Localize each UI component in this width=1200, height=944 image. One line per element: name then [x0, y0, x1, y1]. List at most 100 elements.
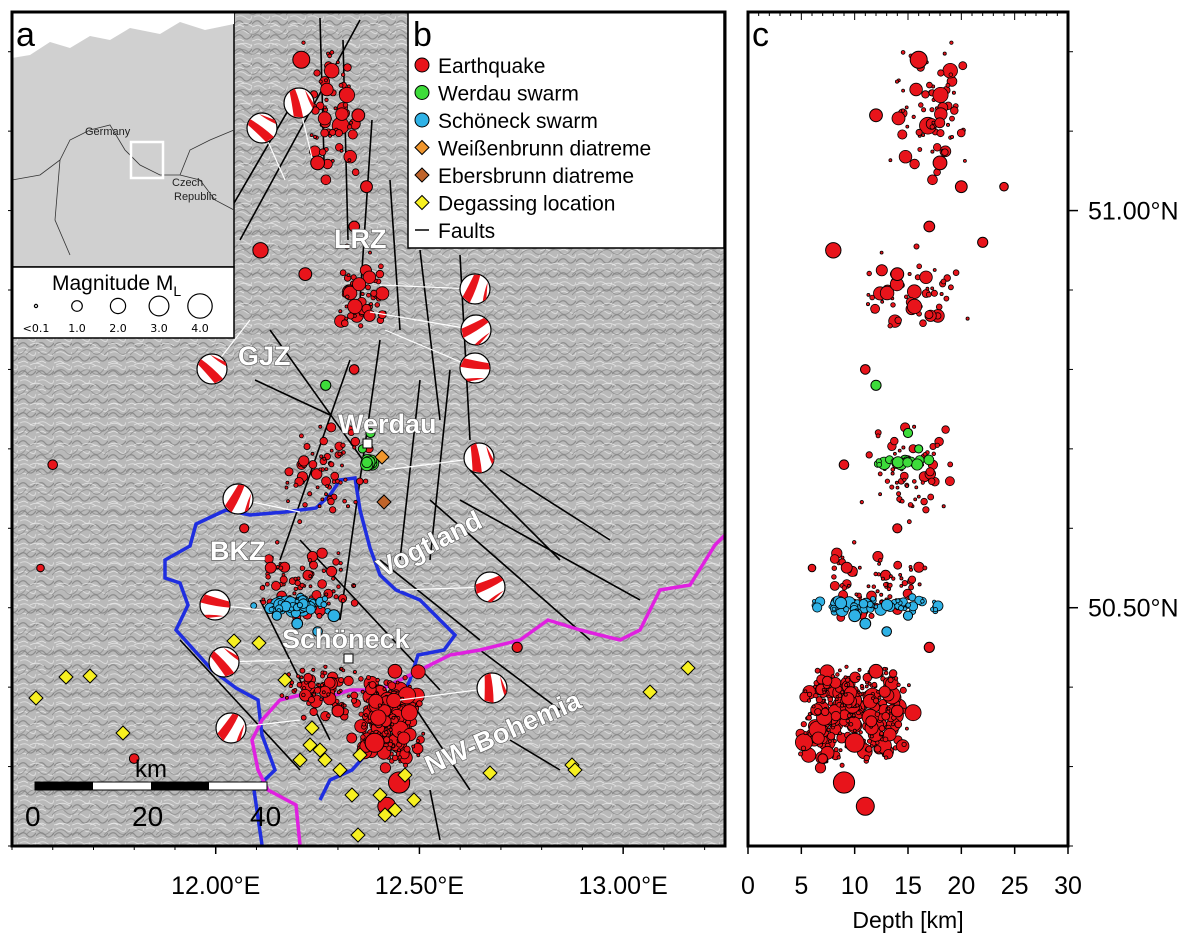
- fault-line: [469, 469, 561, 561]
- depth-event-point: [817, 753, 829, 764]
- depth-earthquake-marker: [855, 703, 860, 708]
- depth-earthquake-marker: [827, 732, 836, 741]
- focal-mechanism: [384, 329, 491, 384]
- earthquake-marker: [331, 589, 336, 594]
- depth-schoeneck-swarm-marker: [905, 602, 911, 608]
- depth-earthquake-marker: [800, 721, 807, 728]
- depth-earthquake-marker: [838, 748, 843, 753]
- lon-tick-label: 13.00°E: [579, 872, 668, 900]
- degassing-marker: [344, 787, 360, 803]
- depth-earthquake-marker: [840, 561, 853, 574]
- depth-earthquake-marker: [909, 158, 920, 170]
- depth-earthquake-marker: [913, 497, 918, 502]
- depth-earthquake-marker: [907, 502, 914, 508]
- depth-earthquake-marker: [848, 722, 854, 727]
- event-legend-items: Earthquake Werdau swarm Schöneck swarm Weiß…: [414, 55, 651, 243]
- earthquake-marker: [299, 582, 305, 588]
- depth-event-point: [860, 364, 871, 375]
- depth-earthquake-marker: [909, 82, 923, 97]
- depth-schoeneck-swarm-marker: [858, 599, 869, 609]
- depth-earthquake-marker: [829, 554, 840, 564]
- focal-compression-quadrant: [462, 274, 481, 304]
- earthquake-marker: [361, 722, 366, 727]
- earthquake-marker: [336, 584, 341, 589]
- depth-earthquake-marker: [877, 562, 881, 566]
- depth-event-point: [870, 379, 882, 391]
- depth-tick-label: 30: [1054, 872, 1082, 900]
- depth-event-point: [902, 427, 914, 439]
- depth-earthquake-marker: [890, 302, 896, 308]
- degassing-marker: [292, 752, 308, 768]
- depth-schoeneck-swarm-marker: [870, 595, 876, 602]
- depth-earthquake-marker: [859, 683, 865, 689]
- earthquake-marker: [318, 79, 323, 84]
- depth-earthquake-marker: [965, 316, 970, 321]
- earthquake-marker: [347, 298, 363, 314]
- earthquake-marker: [298, 455, 310, 467]
- earthquake-marker: [307, 681, 316, 689]
- earthquake-marker: [331, 576, 336, 581]
- depth-earthquake-marker: [908, 584, 914, 591]
- earthquake-marker: [368, 250, 372, 255]
- focal-compression-quadrant: [482, 282, 488, 302]
- lon-tick-label: 12.50°E: [375, 872, 464, 900]
- depth-earthquake-marker: [897, 448, 902, 453]
- depth-earthquake-marker: [837, 693, 843, 698]
- focal-mechanism: [208, 646, 291, 678]
- depth-earthquake-marker: [919, 270, 933, 285]
- earthquake-marker: [327, 497, 335, 506]
- depth-earthquake-marker: [950, 106, 959, 115]
- depth-earthquake-marker: [932, 87, 949, 104]
- depth-earthquake-marker: [930, 286, 935, 291]
- depth-schoeneck-swarm-marker: [843, 606, 850, 613]
- earthquake-marker: [375, 286, 390, 301]
- event-point: [348, 364, 360, 375]
- degassing-marker: [352, 747, 368, 763]
- depth-event-point: [932, 155, 948, 171]
- depth-earthquake-marker: [904, 105, 909, 110]
- degassing-locations: [28, 633, 696, 843]
- depth-earthquake-marker: [933, 143, 942, 152]
- earthquake-marker: [403, 762, 409, 768]
- earthquake-marker: [296, 681, 303, 688]
- earthquake-marker: [338, 309, 343, 314]
- earthquake-marker: [298, 433, 304, 439]
- earthquake-marker: [358, 323, 364, 329]
- earthquake-marker: [350, 599, 359, 607]
- depth-earthquake-marker: [925, 286, 930, 291]
- depth-earthquake-marker: [887, 677, 894, 684]
- degassing-marker: [332, 762, 348, 778]
- magnitude-legend-label: 4.0: [191, 322, 209, 335]
- map-axes: 12.00°E 12.50°E 13.00°E: [8, 51, 706, 900]
- depth-earthquake-marker: [898, 149, 913, 164]
- depth-schoeneck-swarm-marker: [812, 602, 823, 613]
- earthquake-marker: [293, 586, 298, 592]
- earthquake-marker: [302, 502, 308, 508]
- inset-borders: [11, 124, 235, 256]
- scale-bar: km 0 20 40: [25, 756, 281, 832]
- earthquake-marker: [301, 692, 306, 698]
- fault-line: [259, 599, 331, 741]
- depth-earthquake-marker: [922, 506, 930, 514]
- depth-earthquake-marker: [811, 731, 825, 745]
- earthquake-marker: [352, 445, 357, 450]
- depth-earthquake-marker: [904, 294, 909, 299]
- earthquake-marker: [284, 695, 289, 700]
- depth-earthquake-marker: [949, 115, 955, 122]
- focal-leader: [384, 457, 480, 471]
- label-lrz: LRZ: [334, 224, 386, 254]
- degassing-marker: [567, 762, 583, 778]
- fault-line: [509, 739, 561, 771]
- depth-earthquake-marker: [883, 670, 889, 676]
- depth-earthquake-marker: [879, 592, 884, 597]
- panel-label-b: b: [413, 16, 432, 54]
- depth-earthquake-marker: [852, 728, 857, 733]
- earthquake-marker: [410, 664, 426, 680]
- depth-event-point: [881, 626, 893, 637]
- depth-earthquake-marker: [870, 303, 880, 314]
- earthquake-marker: [318, 148, 327, 156]
- depth-earthquake-marker: [875, 264, 888, 277]
- inset-germany-label: Germany: [85, 126, 131, 138]
- depth-earthquake-marker: [839, 762, 845, 768]
